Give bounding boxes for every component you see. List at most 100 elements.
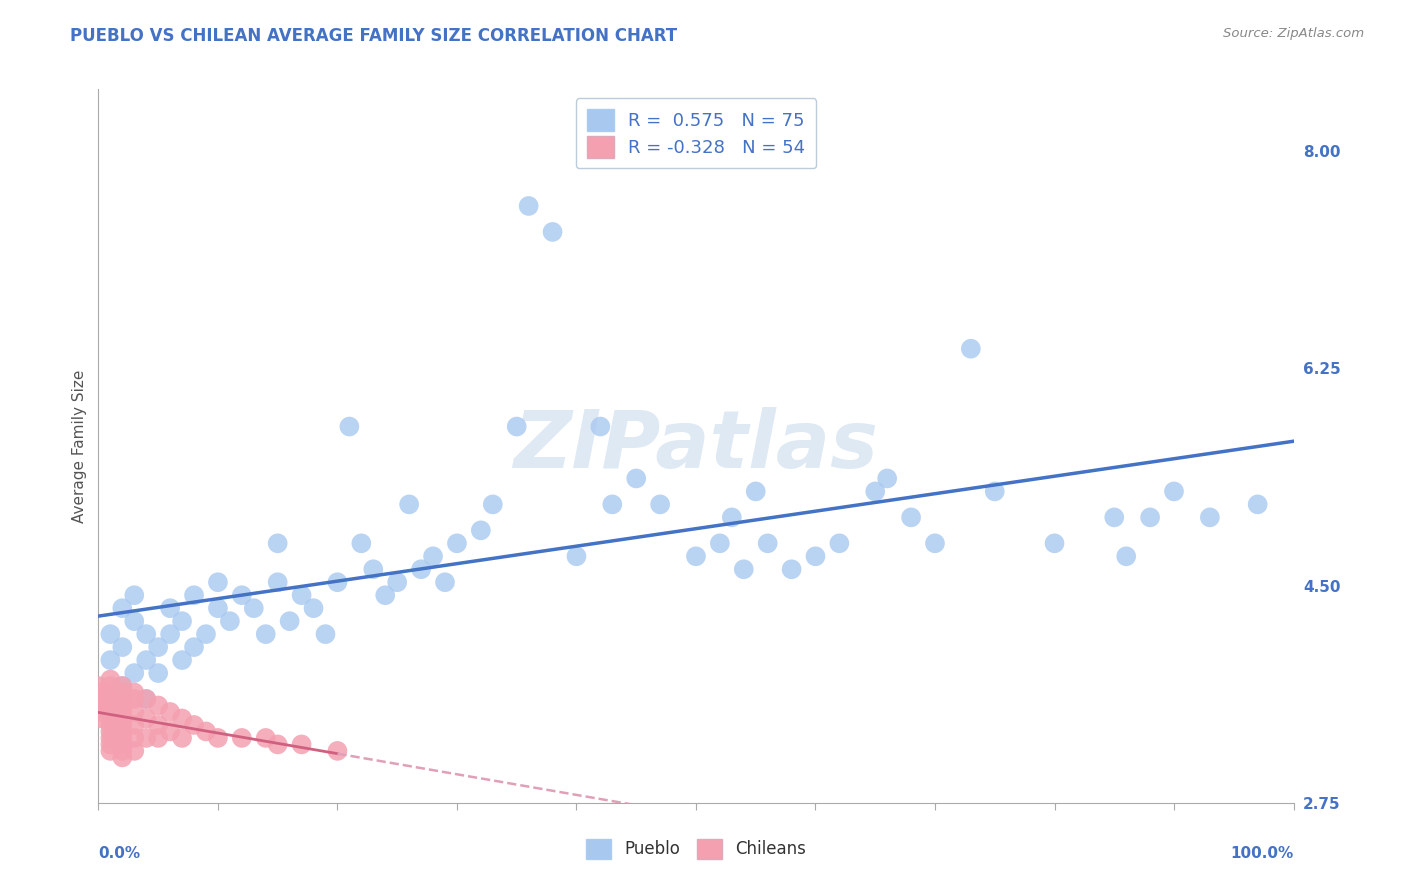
Point — [422, 549, 444, 564]
Point — [398, 497, 420, 511]
Point — [1247, 497, 1270, 511]
Point — [87, 679, 110, 693]
Point — [111, 679, 134, 693]
Point — [124, 718, 146, 732]
Point — [98, 679, 122, 693]
Point — [87, 705, 110, 719]
Point — [302, 601, 325, 615]
Point — [1115, 549, 1137, 564]
Point — [1139, 510, 1161, 524]
Point — [207, 731, 229, 745]
Point — [98, 705, 122, 719]
Point — [98, 685, 122, 699]
Point — [446, 536, 468, 550]
Point — [148, 640, 170, 654]
Point — [124, 614, 146, 628]
Point — [124, 731, 146, 745]
Point — [780, 562, 803, 576]
Point — [111, 718, 134, 732]
Point — [111, 711, 134, 725]
Point — [648, 497, 672, 511]
Point — [98, 731, 122, 745]
Point — [924, 536, 946, 550]
Point — [98, 698, 122, 713]
Point — [267, 738, 290, 752]
Point — [876, 471, 898, 485]
Point — [207, 601, 229, 615]
Point — [87, 685, 110, 699]
Point — [470, 524, 492, 538]
Point — [231, 588, 253, 602]
Point — [159, 705, 181, 719]
Point — [98, 627, 122, 641]
Point — [111, 731, 134, 745]
Point — [172, 653, 194, 667]
Point — [98, 653, 122, 667]
Point — [291, 738, 314, 752]
Point — [87, 698, 110, 713]
Point — [1043, 536, 1066, 550]
Legend: Pueblo, Chileans: Pueblo, Chileans — [579, 832, 813, 866]
Point — [111, 738, 134, 752]
Point — [135, 711, 157, 725]
Point — [148, 718, 170, 732]
Point — [960, 342, 983, 356]
Point — [984, 484, 1007, 499]
Point — [111, 601, 134, 615]
Point — [98, 673, 122, 687]
Point — [865, 484, 887, 499]
Point — [124, 588, 146, 602]
Point — [124, 685, 146, 699]
Point — [756, 536, 779, 550]
Point — [111, 640, 134, 654]
Point — [541, 225, 564, 239]
Point — [685, 549, 707, 564]
Point — [111, 750, 134, 764]
Point — [745, 484, 768, 499]
Point — [411, 562, 433, 576]
Point — [111, 705, 134, 719]
Point — [172, 711, 194, 725]
Point — [124, 666, 146, 681]
Point — [589, 419, 612, 434]
Point — [148, 666, 170, 681]
Point — [254, 627, 277, 641]
Point — [350, 536, 373, 550]
Point — [135, 653, 157, 667]
Point — [172, 731, 194, 745]
Point — [602, 497, 624, 511]
Point — [183, 588, 205, 602]
Point — [900, 510, 922, 524]
Text: 0.0%: 0.0% — [98, 846, 141, 861]
Point — [159, 601, 181, 615]
Point — [135, 627, 157, 641]
Point — [98, 724, 122, 739]
Point — [291, 588, 314, 602]
Point — [111, 698, 134, 713]
Point — [148, 698, 170, 713]
Text: Source: ZipAtlas.com: Source: ZipAtlas.com — [1223, 27, 1364, 40]
Point — [98, 718, 122, 732]
Point — [159, 627, 181, 641]
Point — [363, 562, 385, 576]
Point — [278, 614, 301, 628]
Point — [124, 692, 146, 706]
Point — [254, 731, 277, 745]
Point — [374, 588, 396, 602]
Point — [828, 536, 851, 550]
Point — [159, 724, 181, 739]
Point — [339, 419, 361, 434]
Point — [135, 731, 157, 745]
Point — [87, 692, 110, 706]
Y-axis label: Average Family Size: Average Family Size — [72, 369, 87, 523]
Text: PUEBLO VS CHILEAN AVERAGE FAMILY SIZE CORRELATION CHART: PUEBLO VS CHILEAN AVERAGE FAMILY SIZE CO… — [70, 27, 678, 45]
Point — [98, 692, 122, 706]
Point — [135, 692, 157, 706]
Point — [231, 731, 253, 745]
Point — [721, 510, 744, 524]
Text: ZIPatlas: ZIPatlas — [513, 407, 879, 485]
Point — [385, 575, 409, 590]
Point — [111, 744, 134, 758]
Point — [135, 692, 157, 706]
Point — [195, 724, 218, 739]
